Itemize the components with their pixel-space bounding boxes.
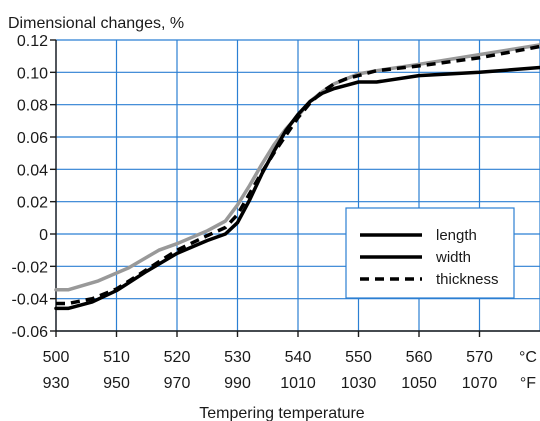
legend-label-width: width <box>435 249 471 266</box>
series-line-length <box>54 43 540 292</box>
y-tick-label: 0 <box>39 227 48 244</box>
x-axis-label: Tempering temperature <box>199 405 365 421</box>
x-unit-celsius: °C <box>519 349 537 366</box>
x-tick-label-fahrenheit: 950 <box>103 375 130 392</box>
legend-box <box>345 207 515 299</box>
y-tick-label: 0.04 <box>17 162 48 179</box>
x-tick-label-fahrenheit: 930 <box>43 375 70 392</box>
x-tick-label-celsius: 520 <box>164 349 191 366</box>
x-tick-label-celsius: 530 <box>224 349 251 366</box>
y-tick-label: 0.12 <box>17 33 48 50</box>
x-tick-label-fahrenheit: 1050 <box>401 375 437 392</box>
x-tick-label-celsius: 570 <box>466 349 493 366</box>
y-tick-label: 0.10 <box>17 65 48 82</box>
x-tick-label-fahrenheit: 1010 <box>280 375 316 392</box>
series-line-thickness <box>56 44 540 306</box>
legend-label-length: length <box>436 227 477 244</box>
x-tick-label-celsius: 550 <box>345 349 372 366</box>
x-tick-labels: 500 930 510 950 520 970 530 990 540 1010 550 1030 56… <box>43 331 498 392</box>
y-tick-label: 0.06 <box>17 130 48 147</box>
x-tick-label-fahrenheit: 990 <box>224 375 251 392</box>
x-tick-label-celsius: 510 <box>103 349 130 366</box>
series-layer <box>54 43 540 311</box>
x-tick-label-fahrenheit: 1070 <box>462 375 498 392</box>
y-tick-labels: 0.12 0.10 0.08 0.06 0.04 0.02 0 -0.02 -0.04 -0.06 <box>12 33 56 341</box>
x-tick-label-celsius: 500 <box>43 349 70 366</box>
legend: length width thickness <box>345 207 515 299</box>
y-tick-label: 0.08 <box>17 98 48 115</box>
legend-label-thickness: thickness <box>436 271 499 288</box>
y-tick-label: -0.02 <box>12 259 49 276</box>
x-unit-fahrenheit: °F <box>520 375 536 392</box>
chart-title: Dimensional changes, % <box>8 15 184 32</box>
x-tick-label-fahrenheit: 1030 <box>341 375 377 392</box>
y-tick-label: -0.06 <box>12 324 49 341</box>
x-tick-label-fahrenheit: 970 <box>164 375 191 392</box>
x-tick-label-celsius: 540 <box>285 349 312 366</box>
y-tick-label: 0.02 <box>17 195 48 212</box>
x-tick-label-celsius: 560 <box>406 349 433 366</box>
y-tick-label: -0.04 <box>12 292 49 309</box>
grid <box>55 39 540 332</box>
